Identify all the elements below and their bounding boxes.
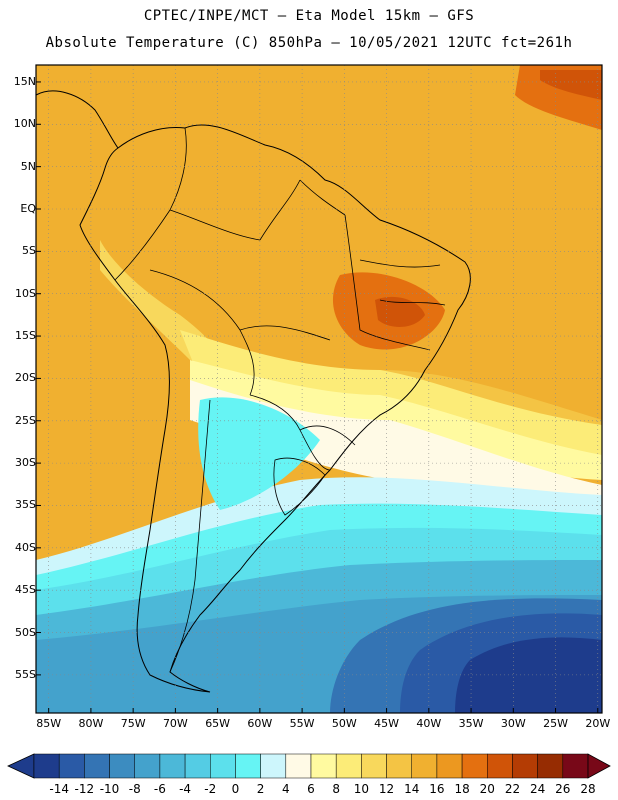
lat-label: 50S	[15, 625, 36, 639]
colorbar-cell	[210, 753, 236, 779]
lat-label: 30S	[15, 456, 36, 470]
lat-label: 10N	[13, 117, 36, 131]
colorbar-label: 6	[307, 782, 315, 796]
colorbar-cell	[58, 753, 85, 779]
temp-fill-8-10	[190, 380, 602, 500]
colorbar-low-arrow	[7, 753, 35, 779]
temp-fill-neg14-neg12	[455, 637, 602, 713]
lat-label: 10S	[15, 286, 36, 300]
colorbar-label: 16	[429, 782, 445, 796]
temperature-field	[36, 65, 602, 713]
colorbar-label: -8	[128, 782, 141, 796]
map-frame	[35, 64, 603, 714]
lat-label: 5S	[22, 244, 36, 258]
colorbar-label: 26	[555, 782, 571, 796]
lon-label: 70W	[162, 717, 188, 730]
lon-label: 85W	[36, 717, 62, 730]
temp-fill-2-4-argentina	[198, 397, 320, 510]
lon-label: 80W	[78, 717, 104, 730]
colorbar-cell	[461, 753, 488, 779]
axis-ticks	[36, 81, 599, 713]
colorbar-cell	[537, 753, 564, 779]
colorbar-label: 14	[404, 782, 420, 796]
colorbar-label: -14	[49, 782, 69, 796]
colorbar-cell	[487, 753, 513, 779]
map-graticule	[36, 65, 602, 713]
colorbar-label: 10	[353, 782, 369, 796]
temp-fill-14-16-andes	[100, 240, 225, 360]
colorbar-cell	[33, 753, 60, 779]
temp-fill-10-12	[190, 360, 602, 480]
colorbar-cell	[109, 753, 135, 779]
lat-label: 55S	[15, 667, 36, 681]
colorbar-cell	[235, 753, 261, 779]
central-america-coastline	[36, 90, 119, 149]
colorbar-cell	[285, 753, 312, 779]
colorbar-high-arrow	[587, 753, 611, 779]
colorbar-cell	[386, 753, 412, 779]
colorbar-label: 4	[281, 782, 290, 796]
colorbar-cell	[310, 753, 337, 779]
temp-fill-22-24-brazil	[375, 296, 425, 327]
colorbar-label: -6	[153, 782, 166, 796]
lon-label: 55W	[289, 717, 315, 730]
colorbar-label: -12	[74, 782, 95, 796]
lat-label: 45S	[15, 583, 36, 597]
lat-label: 35S	[15, 498, 36, 512]
colorbar-cell	[134, 753, 161, 779]
lon-label: 30W	[500, 717, 526, 730]
lat-label: EQ	[20, 202, 36, 215]
colorbar-label: 18	[454, 782, 470, 796]
lat-label: 5N	[20, 159, 36, 173]
colorbar-label: 24	[529, 782, 546, 796]
colorbar-cell	[436, 753, 463, 779]
lon-label: 25W	[543, 717, 568, 730]
lon-label: 45W	[374, 717, 400, 730]
colorbar-cell	[562, 753, 589, 779]
south-america-coastline	[79, 124, 471, 693]
lon-label: 35W	[458, 717, 484, 730]
lat-label: 40S	[15, 540, 36, 554]
colorbar-label: 20	[479, 782, 495, 796]
colorbar-label: 2	[256, 782, 265, 796]
chart-title: CPTEC/INPE/MCT – Eta Model 15km – GFS	[143, 8, 475, 24]
colorbar-label: -10	[99, 782, 120, 796]
lon-label: 50W	[331, 717, 357, 730]
colorbar-cell	[411, 753, 438, 779]
colorbar-label: 12	[378, 782, 395, 796]
lon-label: 60W	[247, 717, 273, 730]
colorbar	[7, 753, 611, 779]
lat-label: 15S	[15, 329, 36, 343]
lat-label: 20S	[15, 371, 36, 385]
colorbar-label: 28	[580, 782, 596, 796]
lon-label: 40W	[416, 717, 442, 730]
country-borders	[114, 127, 446, 673]
colorbar-cell	[361, 753, 387, 779]
colorbar-cell	[512, 753, 538, 779]
lon-label: 65W	[205, 717, 231, 730]
colorbar-cell	[84, 753, 110, 779]
colorbar-label: -2	[204, 782, 217, 796]
colorbar-cell	[260, 753, 287, 779]
colorbar-cell	[159, 753, 186, 779]
colorbar-cell	[335, 753, 362, 779]
colorbar-label: 8	[332, 782, 340, 796]
colorbar-label: 0	[231, 782, 240, 796]
lon-label: 75W	[120, 717, 146, 730]
colorbar-label: -4	[179, 782, 192, 796]
colorbar-label: 22	[504, 782, 521, 796]
colorbar-cell	[184, 753, 211, 779]
lat-label: 15N	[13, 74, 36, 88]
lat-label: 25S	[15, 413, 36, 427]
lon-label: 20W	[585, 717, 611, 730]
chart-subtitle: Absolute Temperature (C) 850hPa – 10/05/…	[45, 35, 573, 51]
